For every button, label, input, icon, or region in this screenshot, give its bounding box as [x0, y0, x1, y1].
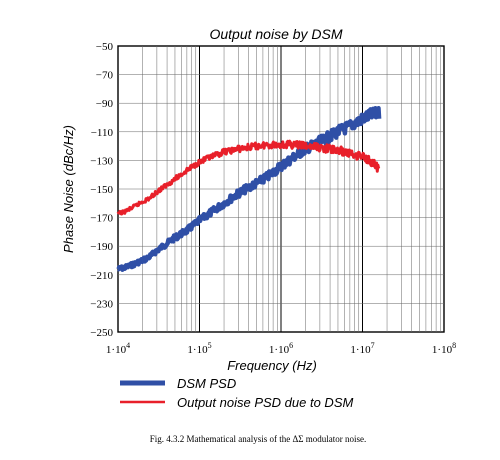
y-axis-label: Phase Noise (dBc/Hz) — [61, 125, 76, 253]
legend-label-dsm-psd: DSM PSD — [177, 376, 236, 391]
series-line-output-noise-psd — [116, 139, 381, 216]
y-tick-label: −70 — [96, 70, 114, 82]
x-tick-label: 1·108 — [432, 341, 456, 356]
x-tick-label: 1·107 — [350, 341, 374, 356]
series-group — [116, 105, 382, 272]
legend: DSM PSD Output noise PSD due to DSM — [120, 376, 353, 410]
grid-lines — [118, 46, 444, 332]
y-tick-label: −110 — [91, 127, 114, 139]
y-tick-label: −190 — [90, 241, 113, 253]
y-tick-label: −130 — [90, 155, 113, 167]
x-tick-labels: 1·104 1·105 1·106 1·107 1·108 — [106, 341, 456, 356]
y-tick-label: −90 — [96, 98, 114, 110]
y-tick-labels: −50 −70 −90 −110 −130 −150 −170 −190 −210 −230 −25… — [90, 41, 113, 339]
y-tick-label: −150 — [90, 184, 113, 196]
figure-caption: Fig. 4.3.2 Mathematical analysis of the … — [150, 434, 367, 444]
y-tick-label: −230 — [90, 298, 113, 310]
legend-label-output-noise-psd: Output noise PSD due to DSM — [177, 395, 353, 410]
x-tick-label: 1·106 — [269, 341, 293, 356]
y-tick-label: −210 — [90, 270, 113, 282]
chart-title: Output noise by DSM — [209, 26, 342, 42]
x-tick-label: 1·104 — [106, 341, 130, 356]
y-tick-label: −250 — [90, 327, 113, 339]
series-line-dsm-psd — [116, 105, 382, 272]
y-tick-label: −50 — [96, 41, 114, 53]
x-axis-label: Frequency (Hz) — [227, 358, 317, 373]
y-tick-label: −170 — [90, 213, 113, 225]
x-tick-label: 1·105 — [187, 341, 211, 356]
